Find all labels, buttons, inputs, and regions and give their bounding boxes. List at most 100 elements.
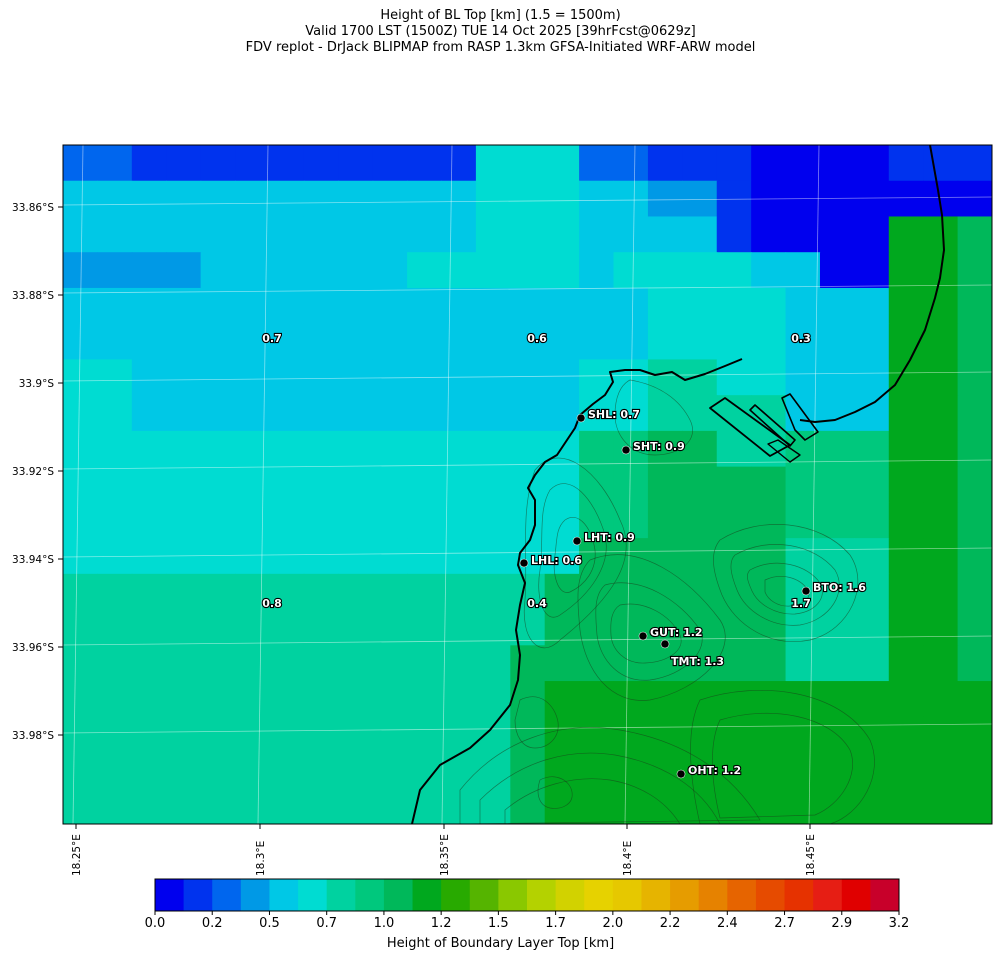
raster-cell <box>475 216 511 253</box>
raster-cell <box>269 752 305 789</box>
station-label: TMT: 1.3 <box>671 655 724 668</box>
raster-cell <box>235 645 271 682</box>
raster-cell <box>200 538 236 575</box>
raster-cell <box>97 287 133 325</box>
raster-cell <box>854 681 890 718</box>
raster-cell <box>957 216 992 253</box>
raster-cell <box>682 216 718 253</box>
raster-cell <box>235 323 271 361</box>
raster-cell <box>200 359 236 396</box>
raster-cell <box>957 287 992 325</box>
raster-cell <box>751 502 787 539</box>
raster-cell <box>441 145 477 182</box>
station-gut[interactable]: GUT: 1.2 <box>638 625 704 641</box>
station-shl[interactable]: SHL: 0.7 <box>576 407 641 423</box>
raster-cell <box>888 716 924 754</box>
raster-cell <box>338 645 374 682</box>
raster-cell <box>131 252 167 289</box>
raster-cell <box>923 538 959 575</box>
raster-cell <box>200 752 236 789</box>
raster-cell <box>131 395 167 432</box>
raster-cell <box>510 252 546 289</box>
raster-cell <box>338 323 374 361</box>
raster-cell <box>235 287 271 325</box>
raster-cell <box>819 538 855 575</box>
colorbar-swatch <box>612 879 642 911</box>
raster-cell <box>235 502 271 539</box>
colorbar-tick-label: 1.5 <box>488 916 509 931</box>
raster-cell <box>888 752 924 789</box>
station-tmt[interactable]: TMT: 1.3 <box>660 639 725 669</box>
raster-cell <box>303 395 339 432</box>
raster-cell <box>854 395 890 432</box>
raster-cell <box>235 252 271 289</box>
raster-cell <box>579 180 615 218</box>
raster-cell <box>303 681 339 718</box>
raster-cell <box>716 216 752 253</box>
raster-cell <box>166 430 202 468</box>
station-lht[interactable]: LHT: 0.9 <box>572 530 636 546</box>
raster-cell <box>269 573 305 611</box>
raster-cell <box>131 180 167 218</box>
raster-cell <box>957 538 992 575</box>
raster-cell <box>923 502 959 539</box>
raster-cell <box>682 716 718 754</box>
raster-cell <box>751 323 787 361</box>
raster-cell <box>785 645 821 682</box>
region-value: 0.4 <box>527 597 547 610</box>
raster-cell <box>682 180 718 218</box>
raster-cell <box>269 466 305 503</box>
colorbar-swatch <box>670 879 700 911</box>
colorbar-swatch <box>326 879 356 911</box>
raster-cell <box>613 216 649 253</box>
colorbar-swatch <box>555 879 585 911</box>
raster-cell <box>97 216 133 253</box>
raster-cell <box>888 466 924 503</box>
lat-label: 33.88°S <box>12 290 54 302</box>
raster-cell <box>475 395 511 432</box>
raster-cell <box>200 716 236 754</box>
raster-cell <box>441 538 477 575</box>
raster-cell <box>579 145 615 182</box>
raster-cell <box>235 430 271 468</box>
raster-cell <box>613 323 649 361</box>
raster-cell <box>613 573 649 611</box>
lat-label: 33.92°S <box>12 466 54 478</box>
colorbar-swatch <box>383 879 414 911</box>
station-bto[interactable]: BTO: 1.6 <box>801 580 867 596</box>
raster-cell <box>303 466 339 503</box>
raster-cell <box>751 216 787 253</box>
colorbar-tick-label: 0.0 <box>144 916 166 931</box>
raster-cell <box>785 287 821 325</box>
raster-cell <box>63 538 99 575</box>
raster-cell <box>682 430 718 468</box>
raster-cell <box>200 180 236 218</box>
colorbar-tick-label: 0.2 <box>201 916 223 931</box>
bl-top-raster <box>63 145 992 824</box>
raster-cell <box>475 323 511 361</box>
station-lhl[interactable]: LHL: 0.6 <box>519 553 583 568</box>
raster-cell <box>372 573 408 611</box>
raster-cell <box>63 216 99 253</box>
station-label: LHL: 0.6 <box>531 554 582 567</box>
raster-cell <box>235 716 271 754</box>
raster-cell <box>854 216 890 253</box>
raster-cell <box>613 609 649 646</box>
raster-cell <box>63 395 99 432</box>
station-markers: SHL: 0.7 SHT: 0.9 LHT: 0.9 LHL: 0.6 BTO:… <box>519 407 867 779</box>
raster-cell <box>372 645 408 682</box>
raster-cell <box>372 323 408 361</box>
raster-cell <box>716 502 752 539</box>
raster-cell <box>819 145 855 182</box>
raster-cell <box>407 323 443 361</box>
station-sht[interactable]: SHT: 0.9 <box>621 439 686 455</box>
station-oht[interactable]: OHT: 1.2 <box>676 763 742 779</box>
raster-cell <box>647 145 683 182</box>
raster-cell <box>510 395 546 432</box>
raster-cell <box>372 180 408 218</box>
raster-cell <box>682 538 718 575</box>
colorbar-tick-label: 3.2 <box>888 916 910 931</box>
raster-cell <box>131 359 167 396</box>
raster-cell <box>923 216 959 253</box>
raster-cell <box>682 788 718 824</box>
